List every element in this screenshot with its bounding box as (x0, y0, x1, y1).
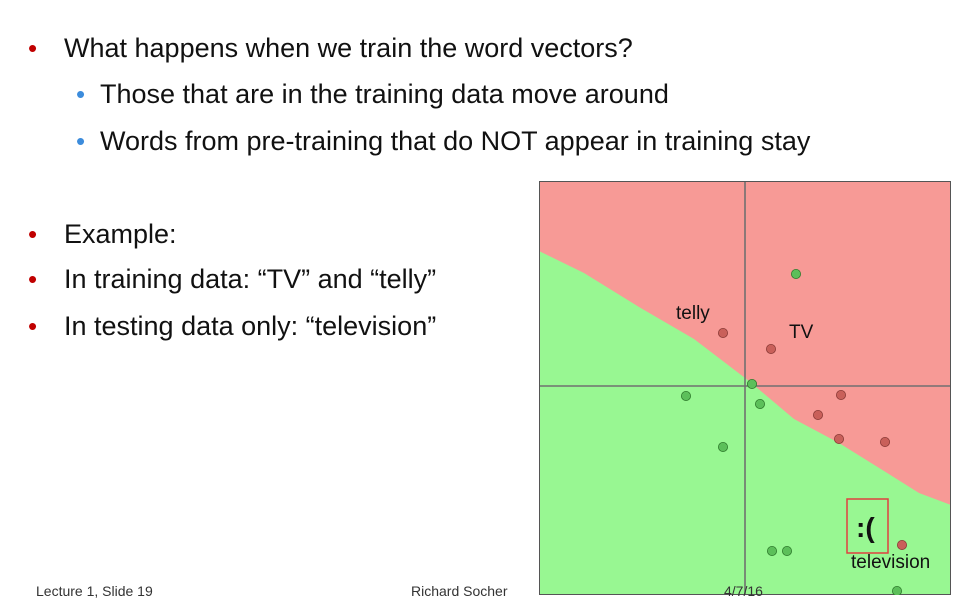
point-television (896, 539, 907, 550)
bullet-5: In training data: “TV” and “telly” (64, 264, 437, 294)
point-green (717, 441, 728, 452)
point-red (812, 409, 823, 420)
bullet-marker: • (76, 79, 86, 109)
label-television: television (851, 552, 930, 573)
point-red (835, 389, 846, 400)
point-green (790, 269, 801, 280)
word-vector-diagram: telly TV :( television (539, 181, 951, 595)
point-green (766, 545, 777, 556)
bullet-3: Words from pre-training that do NOT appe… (100, 126, 811, 156)
bullet-marker: • (28, 311, 38, 341)
footer-right: 4/7/16 (724, 583, 763, 599)
highlight-box (846, 498, 889, 554)
footer-center: Richard Socher (411, 583, 508, 599)
point-red (833, 433, 844, 444)
bullet-marker: • (28, 219, 38, 249)
label-telly: telly (676, 303, 710, 324)
bullet-marker: • (28, 33, 38, 63)
point-tv (765, 343, 776, 354)
bullet-2: Those that are in the training data move… (100, 79, 669, 109)
point-green (781, 545, 792, 556)
bullet-marker: • (76, 126, 86, 156)
point-red (879, 436, 890, 447)
bullet-6: In testing data only: “television” (64, 311, 437, 341)
point-telly (717, 327, 728, 338)
point-green (892, 586, 902, 595)
bullet-marker: • (28, 264, 38, 294)
point-green (754, 398, 765, 409)
bullet-4: Example: (64, 219, 177, 249)
footer-left: Lecture 1, Slide 19 (36, 583, 153, 599)
point-green (680, 390, 691, 401)
label-tv: TV (789, 322, 814, 343)
point-green (746, 378, 757, 389)
bullet-1: What happens when we train the word vect… (64, 33, 633, 63)
label-sad-face: :( (856, 512, 875, 543)
